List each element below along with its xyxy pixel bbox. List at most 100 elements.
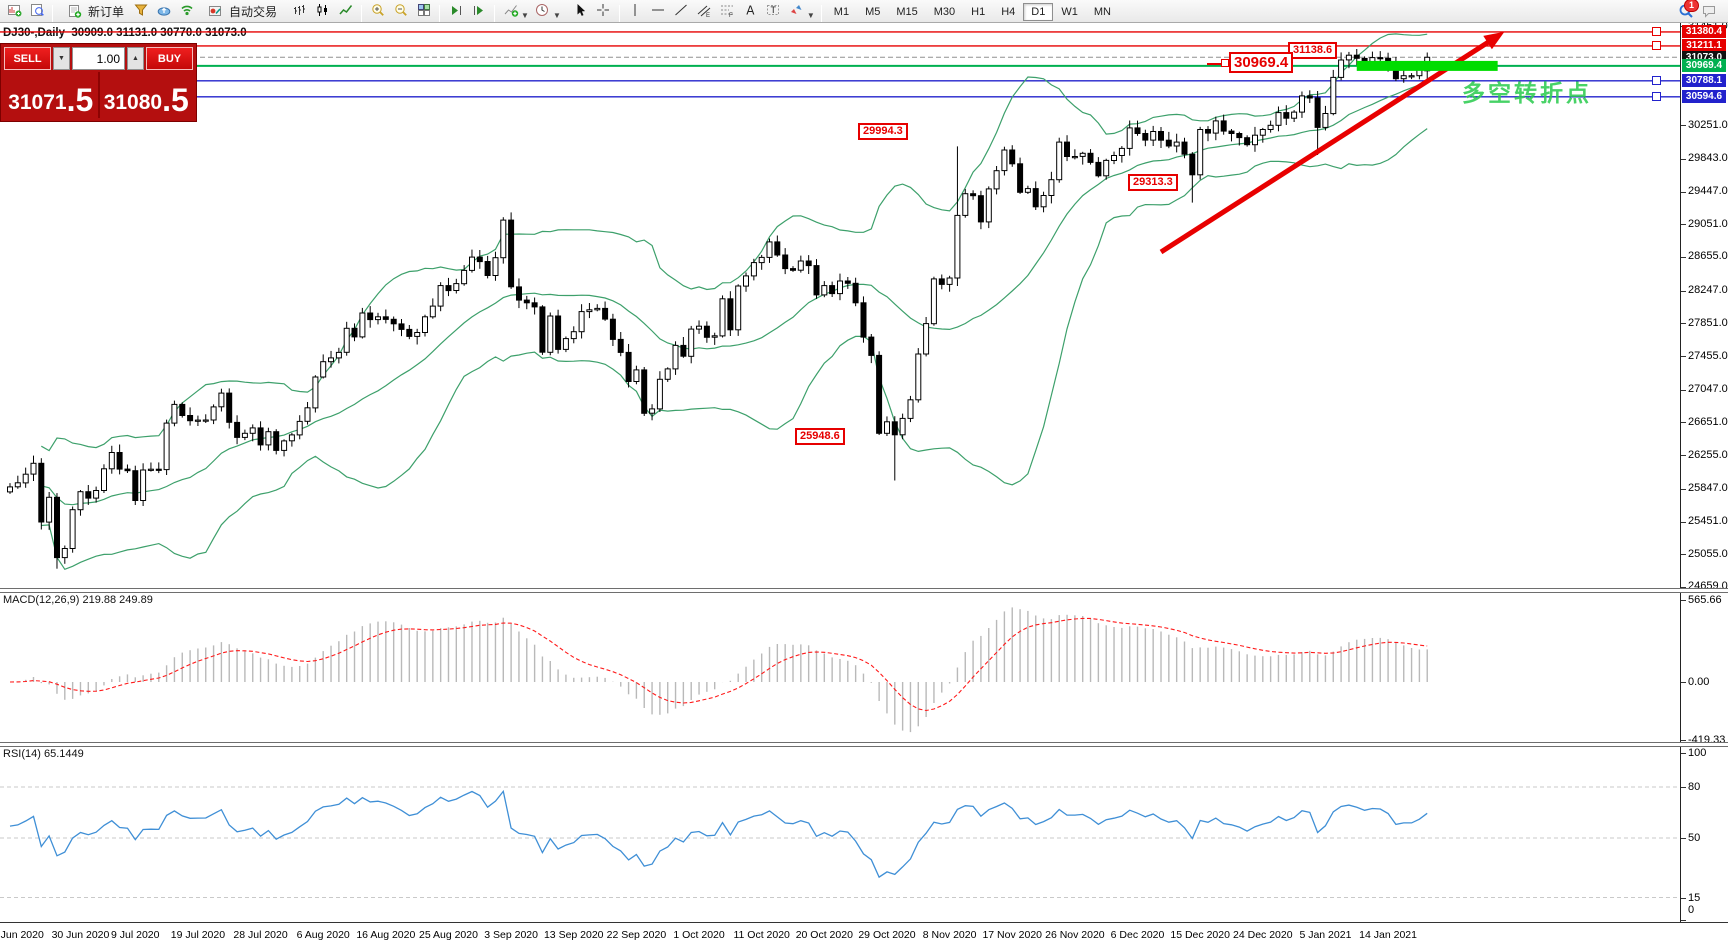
zoomin-icon[interactable] (367, 0, 388, 20)
rsi-indicator-label: RSI(14) 65.1449 (3, 748, 84, 760)
rsi-axis-tick: 15 (1688, 891, 1701, 904)
new-order-button[interactable]: 新订单 (57, 1, 129, 21)
axis-tick-mark (1681, 125, 1686, 127)
price-axis-border (1680, 23, 1681, 922)
crosshair-icon[interactable] (593, 0, 614, 20)
cursor-icon[interactable] (570, 0, 591, 20)
cloud-icon[interactable] (153, 0, 174, 20)
line-anchor-square[interactable] (1652, 92, 1661, 102)
macd-indicator-label: MACD(12,26,9) 219.88 249.89 (3, 594, 153, 606)
axis-tick-mark (1681, 422, 1686, 424)
date-axis-label: 9 Jul 2020 (111, 929, 160, 941)
pivot-price-label[interactable]: 30969.4 (1229, 52, 1294, 73)
buy-price-display: 31080 .5 (103, 82, 189, 118)
axis-tick-mark (1681, 256, 1686, 258)
date-axis-label: 1 Jun 2020 (0, 929, 44, 941)
swing-low-label-dec[interactable]: 29313.3 (1128, 174, 1178, 191)
tiles-icon[interactable] (413, 0, 434, 20)
rsi-axis-tick: 100 (1688, 747, 1707, 759)
axis-tick-mark (1681, 554, 1686, 556)
timeframe-button-H4[interactable]: H4 (1001, 6, 1016, 18)
timeframe-button-H1[interactable]: H1 (971, 6, 986, 18)
line-anchor-square[interactable] (1652, 76, 1661, 86)
timeframe-button-MN[interactable]: MN (1093, 6, 1111, 18)
timeframe-button-M1[interactable]: M1 (833, 6, 850, 18)
volume-input[interactable] (72, 47, 125, 70)
bars-icon[interactable] (289, 0, 310, 20)
textA-icon[interactable]: A (740, 0, 761, 20)
timeframe-button-W1[interactable]: W1 (1061, 6, 1078, 18)
date-axis-label: 14 Jan 2021 (1359, 929, 1417, 941)
newchart-icon[interactable] (3, 0, 24, 20)
macd-pane-canvas[interactable] (0, 592, 1680, 742)
notifications-icon[interactable] (1698, 1, 1719, 21)
swing-high-label-jan[interactable]: 31138.6 (1288, 42, 1338, 59)
channel-icon[interactable]: E (694, 0, 715, 20)
zoomout-icon[interactable] (390, 0, 411, 20)
timeframe-button-M15[interactable]: M15 (896, 6, 918, 18)
axis-tick-mark (1681, 682, 1686, 683)
swing-low-label-oct[interactable]: 25948.6 (795, 428, 845, 445)
svg-text:A: A (747, 3, 756, 17)
profiles-icon[interactable] (26, 0, 47, 20)
toolbar-separator (494, 4, 496, 22)
price-axis-tick: 26255.0 (1688, 448, 1728, 461)
hline-icon[interactable] (648, 0, 669, 20)
fibo-icon[interactable]: F (717, 0, 738, 20)
macd-pane-separator[interactable] (0, 588, 1728, 593)
rsi-pane-canvas[interactable] (0, 746, 1680, 922)
pivot-label-anchor (1221, 59, 1229, 67)
funnel-icon[interactable] (130, 0, 151, 20)
shapes-icon[interactable] (786, 0, 807, 20)
auto-trading-button[interactable]: 自动交易 (198, 1, 282, 21)
buy-button[interactable]: BUY (146, 47, 193, 70)
date-axis-label: 6 Dec 2020 (1110, 929, 1165, 941)
rsi-pane-separator[interactable] (0, 742, 1728, 747)
date-axis-border (0, 922, 1728, 923)
price-axis-tick: 29447.0 (1688, 185, 1728, 198)
date-axis-label: 20 Oct 2020 (795, 929, 853, 941)
toolbar-separator (361, 4, 363, 22)
signal-icon[interactable] (176, 0, 197, 20)
rsi-axis-tick: 50 (1688, 832, 1701, 844)
vline-icon[interactable] (625, 0, 646, 20)
chart-window[interactable]: DJ30-,Daily 30909.0 31131.0 30770.0 3107… (0, 20, 1728, 945)
svg-text:T: T (771, 5, 777, 15)
clock-icon[interactable] (532, 0, 553, 20)
volume-decrease-button[interactable]: ▼ (53, 47, 70, 70)
bull-bear-pivot-note[interactable]: 多空转折点 (1462, 80, 1592, 106)
candles-icon[interactable] (312, 0, 333, 20)
rsi-axis-tick: 0 (1688, 904, 1695, 916)
date-axis-label: 19 Jul 2020 (170, 929, 226, 941)
macd-axis-tick: 0.00 (1688, 676, 1710, 688)
ohlc-values: 30909.0 31131.0 30770.0 31073.0 (71, 27, 247, 39)
sell-button[interactable]: SELL (4, 47, 51, 70)
trendline-icon[interactable] (671, 0, 692, 20)
chartshift-icon[interactable] (468, 0, 489, 20)
price-axis-tick: 28655.0 (1688, 250, 1728, 263)
axis-tick-mark (1681, 323, 1686, 325)
timeframe-button-M5[interactable]: M5 (865, 6, 881, 18)
line-anchor-square[interactable] (1652, 27, 1661, 37)
line-anchor-square[interactable] (1652, 41, 1661, 51)
autoscroll-icon[interactable] (445, 0, 466, 20)
price-axis-tick: 28247.0 (1688, 284, 1728, 297)
price-axis-tick: 27455.0 (1688, 349, 1728, 362)
volume-increase-button[interactable]: ▲ (127, 47, 144, 70)
timeframe-button-D1[interactable]: D1 (1023, 3, 1054, 21)
axis-tick-mark (1681, 897, 1686, 899)
price-line-badge: 30594.6 (1682, 90, 1726, 104)
swing-high-label-nov[interactable]: 29994.3 (858, 123, 908, 140)
sell-price-display: 31071 .5 (8, 82, 94, 118)
axis-tick-mark (1681, 356, 1686, 358)
labelT-icon[interactable]: T (763, 0, 784, 20)
timeframe-button-M30[interactable]: M30 (933, 6, 956, 18)
price-line-badge: 31380.4 (1682, 25, 1726, 39)
linechart-icon[interactable] (335, 0, 356, 20)
indicators-icon[interactable] (500, 0, 521, 20)
axis-tick-mark (1681, 599, 1686, 601)
axis-tick-mark (1681, 224, 1686, 226)
chevron-down-icon: ▼ (521, 10, 529, 20)
main-chart-canvas[interactable] (0, 24, 1680, 588)
